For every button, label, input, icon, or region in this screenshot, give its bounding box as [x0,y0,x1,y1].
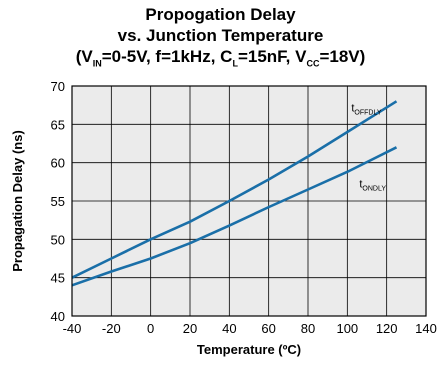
chart-title: Propogation Delay [145,5,296,24]
series-line-offdly [71,100,398,279]
x-tick-label: 20 [183,321,197,336]
x-axis-label: Temperature (ºC) [197,342,301,357]
series-label-main: t [359,178,362,190]
conditions-cl-value: =15nF, V [237,47,307,66]
x-tick-label: 60 [261,321,275,336]
conditions-vcc-value: =18V) [319,47,366,66]
chart-conditions: (VIN=0-5V, f=1kHz, CL=15nF, VCC=18V) [0,46,441,74]
y-tick-label: 60 [51,156,65,171]
x-tick-label: 80 [301,321,315,336]
y-tick-label: 40 [51,309,65,324]
conditions-cl-sub: L [232,58,238,69]
series-line-ondly [71,146,398,287]
x-tick-label: 100 [336,321,358,336]
conditions-vin-value: =0-5V, f=1kHz, C [101,47,233,66]
x-tick-label: -40 [63,321,82,336]
chart-title-block: Propogation Delay vs. Junction Temperatu… [0,4,441,74]
chart-subtitle: vs. Junction Temperature [117,26,324,45]
series-label-offdly: tOFFDLY [351,102,381,116]
y-axis-label: Propagation Delay (ns) [10,130,25,272]
series-lines [71,100,398,287]
y-tick-label: 65 [51,117,65,132]
x-tick-label: 140 [415,321,437,336]
series-label-main: t [351,102,354,114]
series-label-sub: ONDLY [362,185,386,192]
conditions-open: (V [75,47,93,66]
conditions-vcc-sub: CC [306,58,320,69]
x-tick-label: 0 [147,321,154,336]
x-tick-label: 120 [376,321,398,336]
y-tick-label: 45 [51,271,65,286]
plot-frame [71,85,427,317]
conditions-vin-sub: IN [92,58,102,69]
y-axis-ticks: 40 45 50 55 60 65 70 [51,79,65,324]
x-tick-label: -20 [102,321,121,336]
y-tick-label: 70 [51,79,65,94]
series-label-ondly: tONDLY [359,178,386,192]
y-tick-label: 50 [51,232,65,247]
y-tick-label: 55 [51,194,65,209]
x-tick-label: 40 [222,321,236,336]
series-label-sub: OFFDLY [354,109,381,116]
x-axis-ticks: -40 -20 0 20 40 60 80 100 120 140 [63,321,437,336]
